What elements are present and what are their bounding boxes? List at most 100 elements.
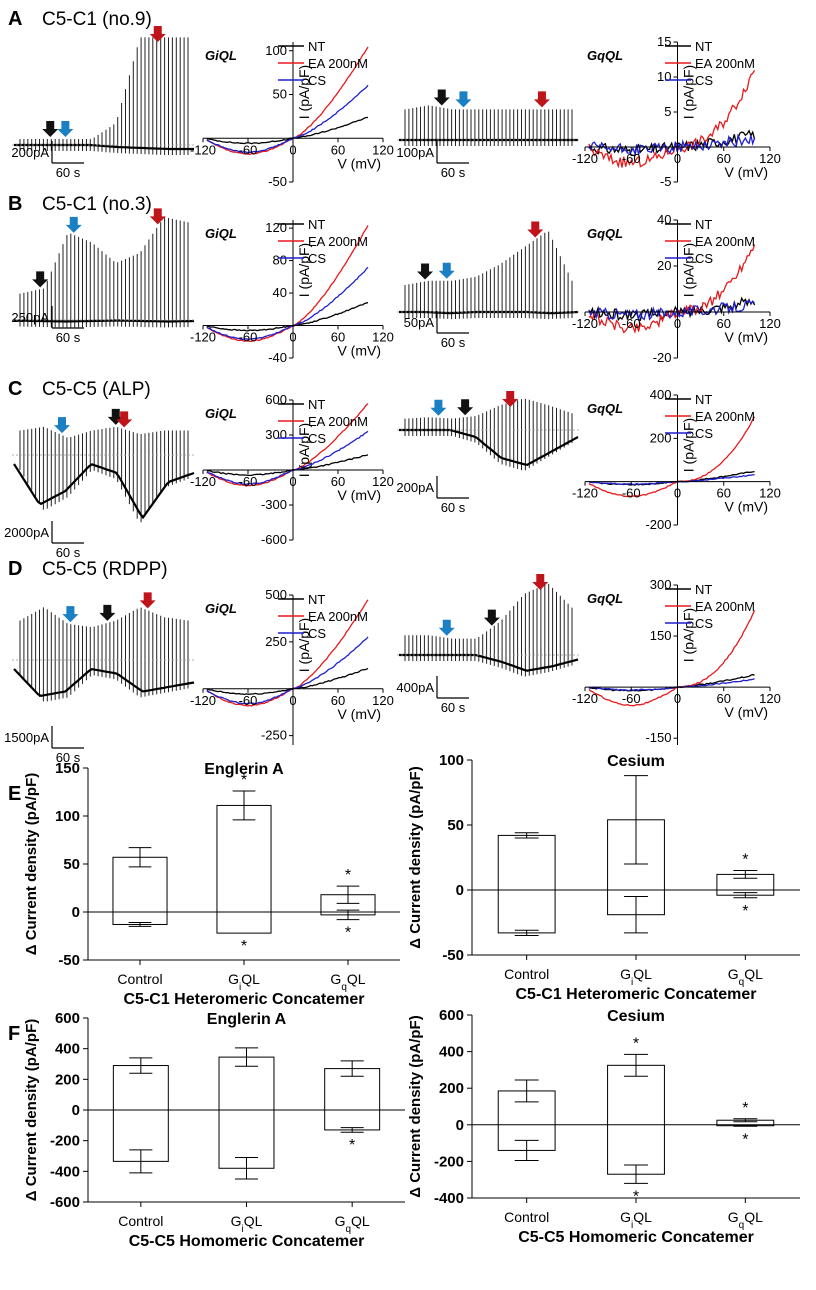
panel-1-iv1-legend-label: CS — [308, 251, 326, 266]
panel-1-iv2-xtick-label: -60 — [622, 316, 641, 331]
box-chart-E-englerin-ytick-label: 100 — [55, 808, 80, 825]
panel-2-trace1-arrow-blue — [54, 417, 70, 434]
panel-0-iv1-ytick-label: 100 — [265, 43, 287, 58]
panel-0-trace1 — [14, 37, 194, 155]
panel-1-trace2-baseline — [399, 310, 579, 315]
box-chart-F-cesium-ytick-label: 200 — [439, 1080, 464, 1097]
bar-xtick-label: Control — [504, 1209, 549, 1225]
box-chart-E-cesium-xlabel: C5-C1 Heteromeric Concatemer — [516, 986, 757, 1003]
panel-2-trace1-time-label: 60 s — [56, 545, 81, 560]
box-chart-F-cesium-ylabel: Δ Current density (pA/pF) — [407, 1015, 424, 1197]
panel-1-iv1-legend-label: EA 200nM — [308, 234, 368, 249]
box-chart-F-cesium-star: * — [633, 1035, 639, 1052]
panel-1-trace2-arrow-blue — [438, 262, 455, 279]
panel-1-trace1-arrow-black — [32, 271, 49, 288]
panel-1-iv2-ytick-label: 40 — [657, 212, 671, 227]
panel-2-iv1-ylabel: I (pA/pF) — [296, 423, 312, 477]
panel-2-trace2-arrow-red — [502, 391, 519, 407]
box-chart-F-cesium-title: Cesium — [607, 1008, 665, 1025]
panel-1-iv2-curve-ea — [588, 244, 756, 335]
box-chart-F-cesium-ytick-label: -200 — [434, 1153, 464, 1170]
box-chart-F-englerin-title: Englerin A — [207, 1011, 287, 1028]
panel-2-iv1-construct-label: GiQL — [205, 406, 237, 421]
panel-0-iv1-xtick-label: -120 — [190, 142, 216, 157]
panel-1-trace2-scale-label: 50pA — [404, 315, 435, 330]
panel-2-iv2-xtick-label: 60 — [717, 486, 731, 501]
panel-C-title: C5-C5 (ALP) — [42, 379, 151, 400]
panel-2-iv2-xtick-label: 0 — [674, 486, 681, 501]
panel-0-trace1-time-label: 60 s — [56, 165, 81, 180]
bar-xtick-label: GqQL — [335, 1213, 370, 1235]
panel-0-iv2-xtick-label: -120 — [572, 151, 598, 166]
box-chart-E-englerin-star: * — [345, 925, 351, 942]
bar-xtick-label: Control — [118, 1213, 163, 1229]
box-chart-F-englerin-box-2 — [324, 1068, 381, 1131]
bar-xtick-label: GiQL — [228, 971, 260, 993]
box-chart-F-englerin-box-0 — [112, 1065, 169, 1162]
panel-1-iv1-ytick-label: 40 — [273, 285, 287, 300]
panel-1-trace1-scale-label: 250pA — [11, 310, 49, 325]
panel-3-trace2-scale-label: 400pA — [396, 680, 434, 695]
panel-3-iv1-xtick-label: 120 — [372, 693, 394, 708]
bar-xtick-label: GiQL — [620, 966, 652, 988]
panel-1-iv1-construct-label: GiQL — [205, 226, 237, 241]
panel-3-iv1-curve-nt — [206, 667, 369, 696]
panel-2-iv2-curve-ea — [588, 416, 756, 498]
panel-1-iv1-xtick-label: 60 — [331, 330, 345, 345]
panel-1-iv1-xtick-label: -120 — [190, 330, 216, 345]
panel-3-iv1-ylabel: I (pA/pF) — [296, 618, 312, 672]
panel-2-iv1-curve-nt — [206, 454, 369, 477]
panel-2-iv1-legend-label: NT — [308, 397, 325, 412]
panel-2-iv1-ytick-label: -600 — [261, 532, 287, 547]
box-chart-E-englerin-xlabel: C5-C1 Heteromeric Concatemer — [124, 991, 365, 1008]
panel-2-iv1-legend-label: EA 200nM — [308, 414, 368, 429]
panel-2-trace2-arrow-black — [457, 399, 474, 416]
panel-0-iv1-construct-label: GiQL — [205, 48, 237, 63]
panel-2-iv1-xtick-label: -120 — [190, 474, 216, 489]
box-chart-F-cesium-star: * — [633, 1188, 639, 1205]
panel-3-trace1 — [13, 607, 195, 702]
panel-1-trace2 — [399, 231, 579, 320]
panel-B-title: C5-C1 (no.3) — [42, 194, 152, 215]
panel-2-trace2-time-label: 60 s — [441, 500, 466, 515]
panel-0-trace2-arrow-blue — [455, 91, 472, 108]
panel-3-iv2-ytick-label: 150 — [650, 628, 672, 643]
panel-2-iv1-curve-cs — [206, 430, 369, 485]
panel-0-iv2-xtick-label: 60 — [717, 151, 731, 166]
panel-2-trace1-arrow-red — [116, 411, 133, 428]
panel-3-trace2 — [399, 584, 579, 677]
panel-3-trace2-arrow-blue — [438, 619, 455, 636]
panel-3-trace2-arrow-red — [532, 574, 549, 590]
box-chart-E-englerin-title: Englerin A — [204, 761, 284, 778]
box-chart-E-englerin-ylabel: Δ Current density (pA/pF) — [23, 773, 40, 955]
panel-1-iv1-ytick-label: -40 — [268, 350, 287, 365]
panel-2-iv2-ytick-label: 200 — [650, 430, 672, 445]
panel-2-iv1-ytick-label: -300 — [261, 497, 287, 512]
panel-1-trace1-arrow-red — [149, 208, 166, 225]
panel-1-trace2-time-label: 60 s — [441, 335, 466, 350]
panel-0-iv2-ytick-label: -5 — [660, 174, 672, 189]
panel-0-iv2-ylabel: I (pA/pF) — [681, 65, 697, 119]
panel-2-trace2-baseline — [399, 428, 579, 466]
panel-3-trace1-arrow-black — [99, 604, 116, 621]
panel-2-iv1-xlabel: V (mV) — [337, 487, 381, 503]
box-chart-E-englerin-ytick-label: 50 — [63, 856, 80, 873]
panel-3-iv1-xtick-label: 0 — [289, 693, 296, 708]
bar-xtick-label: Control — [117, 971, 162, 987]
panel-2-iv1-xtick-label: 0 — [289, 474, 296, 489]
panel-1-iv1-xlabel: V (mV) — [337, 343, 381, 359]
panel-C-letter: C — [8, 378, 22, 400]
panel-3-iv1-legend-label: NT — [308, 592, 325, 607]
box-chart-F-englerin-ytick-label: 200 — [55, 1071, 80, 1088]
panel-1-iv1-ylabel: I (pA/pF) — [296, 243, 312, 297]
panel-0-iv2 — [588, 69, 756, 169]
panel-2-iv1-xtick-label: 120 — [372, 474, 394, 489]
panel-0-iv2-construct-label: GqQL — [587, 48, 623, 63]
panel-0-trace1-arrow-red — [149, 26, 166, 42]
bar-xtick-label: GqQL — [330, 971, 365, 993]
box-chart-E-cesium-ytick-label: 50 — [447, 817, 464, 834]
box-chart-E-cesium-ytick-label: -50 — [442, 947, 464, 964]
panel-1-iv1-xtick-label: 0 — [289, 330, 296, 345]
panel-3-iv2-xtick-label: 120 — [759, 691, 781, 706]
panel-3-trace1-arrow-red — [139, 592, 156, 609]
